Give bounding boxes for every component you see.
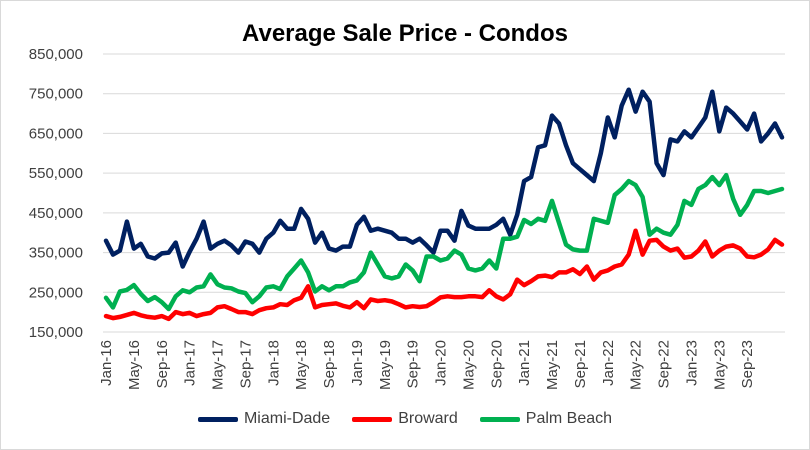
legend-label-broward: Broward [398,410,458,427]
x-tick-label: Sep-16 [154,340,171,388]
x-tick-label: May-20 [460,340,477,390]
y-tick-label: 550,000 [29,165,83,182]
x-tick-label: May-17 [210,340,227,390]
x-tick-label: Jan-22 [600,340,617,386]
series-line-miami-dade [103,87,785,269]
x-tick-label: Sep-19 [405,340,422,388]
x-tick-label: Jan-19 [349,340,366,386]
x-tick-label: Jan-18 [265,340,282,386]
y-tick-label: 450,000 [29,205,83,222]
x-tick-label: Sep-21 [572,340,589,388]
series-line-broward [103,228,785,322]
y-tick-label: 650,000 [29,125,83,142]
x-tick-label: Sep-18 [321,340,338,388]
x-tick-label: May-21 [544,340,561,390]
legend-swatch-palm-beach [479,416,520,422]
legend-item-broward: Broward [352,410,458,428]
x-tick-label: Jan-23 [683,340,700,386]
x-tick-label: May-19 [377,340,394,390]
x-tick-label: Sep-23 [739,340,756,388]
legend-item-miami-dade: Miami-Dade [197,410,331,428]
x-tick-label: Jan-16 [98,340,115,386]
legend-swatch-broward [352,416,393,422]
legend-swatch-miami-dade [197,416,238,422]
x-tick-label: May-18 [293,340,310,390]
x-tick-label: Jan-17 [182,340,199,386]
chart-title: Average Sale Price - Condos [242,20,568,47]
x-tick-label: May-22 [628,340,645,390]
x-tick-label: Jan-20 [433,340,450,386]
x-tick-label: Sep-22 [656,340,673,388]
y-tick-label: 350,000 [29,245,83,262]
x-tick-label: May-16 [126,340,143,390]
x-tick-label: May-23 [711,340,728,390]
legend-label-palm-beach: Palm Beach [525,410,613,427]
x-tick-label: Sep-17 [237,340,254,388]
x-tick-label: Sep-20 [488,340,505,388]
y-tick-label: 850,000 [29,46,83,63]
y-tick-label: 750,000 [29,86,83,103]
series-line-palm-beach [103,172,785,312]
legend: Miami-Dade Broward Palm Beach [0,410,810,428]
y-tick-label: 250,000 [29,284,83,301]
x-tick-label: Jan-21 [516,340,533,386]
legend-label-miami-dade: Miami-Dade [243,410,331,427]
y-tick-label: 150,000 [29,324,83,341]
legend-item-palm-beach: Palm Beach [479,410,613,428]
